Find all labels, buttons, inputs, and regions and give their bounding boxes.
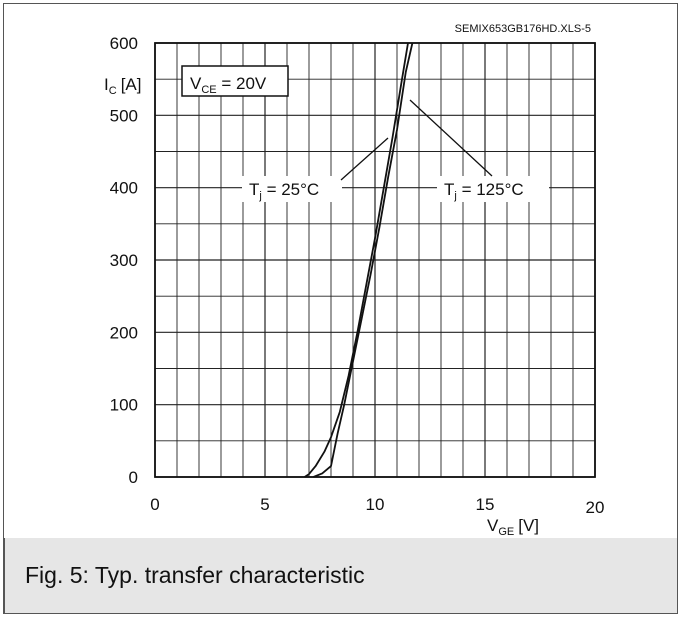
series-label-125c: Tj = 125°C xyxy=(444,180,524,202)
grid xyxy=(154,42,596,478)
series-label-25c: Tj = 25°C xyxy=(249,180,319,202)
file-id-label: SEMIX653GB176HD.XLS-5 xyxy=(455,23,591,35)
y-tick-label: 300 xyxy=(110,251,138,270)
caption-band: Fig. 5: Typ. transfer characteristic xyxy=(4,538,678,614)
condition-main: V xyxy=(190,74,202,93)
series-label-125c-main: T xyxy=(444,180,454,199)
series-label-25c-leader xyxy=(340,137,389,181)
plot-area-border xyxy=(154,42,596,478)
y-tick-label: 500 xyxy=(110,106,138,125)
condition-label: VCE = 20V xyxy=(190,74,267,96)
y-tick-label: 600 xyxy=(110,34,138,53)
series-line-125c xyxy=(313,42,414,478)
series-line-25c xyxy=(304,42,409,478)
series-label-25c-sub: j xyxy=(258,190,261,202)
x-tick-labels: 0 5 10 15 20 xyxy=(150,495,604,517)
x-tick-label: 20 xyxy=(586,498,605,517)
condition-rest: = 20V xyxy=(217,74,267,93)
y-axis-title: IC [A] xyxy=(104,75,141,97)
x-tick-label: 0 xyxy=(150,495,159,514)
figure-frame xyxy=(3,3,678,614)
x-axis-title-unit: [V] xyxy=(518,516,539,535)
y-tick-label: 400 xyxy=(110,179,138,198)
y-axis-title-sub: C xyxy=(109,85,117,97)
y-tick-label: 0 xyxy=(129,468,138,487)
series-label-125c-rest: = 125°C xyxy=(457,180,524,199)
x-tick-label: 5 xyxy=(260,495,269,514)
y-tick-label: 200 xyxy=(110,323,138,342)
condition-box xyxy=(181,65,289,97)
series-label-125c-sub: j xyxy=(453,190,456,202)
x-tick-label: 10 xyxy=(366,495,385,514)
figure-caption: Fig. 5: Typ. transfer characteristic xyxy=(25,562,365,588)
plot-frame xyxy=(154,42,596,478)
series-label-125c-bg xyxy=(437,176,549,202)
x-axis-title-sub: GE xyxy=(498,526,514,538)
x-axis-title-main: V xyxy=(487,516,499,535)
y-tick-labels: 0 100 200 300 400 500 600 xyxy=(110,34,138,487)
x-axis-title: VGE [V] xyxy=(487,516,539,538)
series-label-125c-leader xyxy=(409,99,493,177)
y-tick-label: 100 xyxy=(110,396,138,415)
series-label-25c-rest: = 25°C xyxy=(262,180,319,199)
y-axis-title-main: I xyxy=(104,75,109,94)
transfer-characteristic-chart: SEMIX653GB176HD.XLS-5 IC [A] VGE [V] VCE =… xyxy=(104,23,604,538)
series-label-25c-main: T xyxy=(249,180,259,199)
y-axis-title-unit: [A] xyxy=(121,75,142,94)
series-label-25c-bg xyxy=(242,176,342,202)
condition-sub: CE xyxy=(201,84,216,96)
series-group xyxy=(304,42,414,478)
x-tick-label: 15 xyxy=(476,495,495,514)
